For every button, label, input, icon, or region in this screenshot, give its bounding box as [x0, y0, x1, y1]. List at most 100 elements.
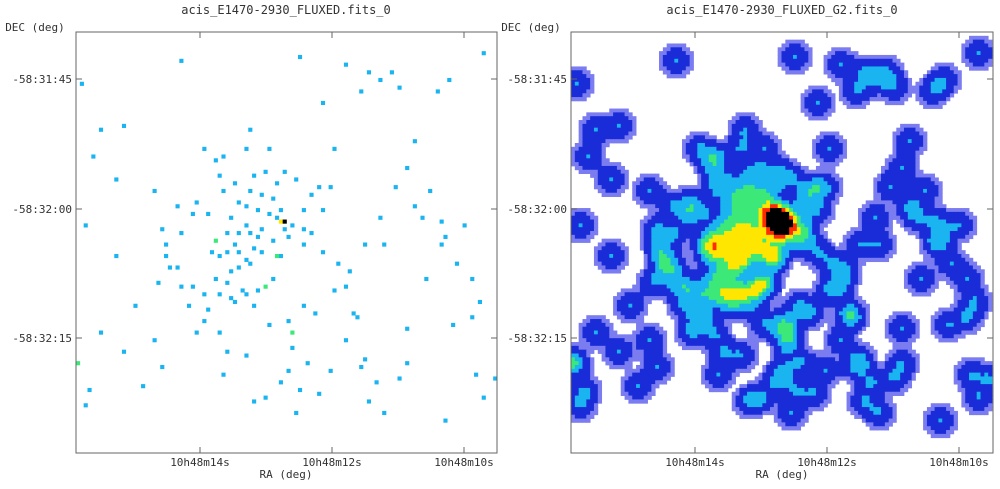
smoothed-pixel: [831, 146, 836, 152]
smoothed-pixel: [926, 227, 932, 232]
smoothed-pixel: [712, 223, 717, 228]
smoothed-pixel: [754, 326, 759, 331]
smoothed-pixel: [827, 273, 832, 278]
y-tick-label: -58:32:00: [12, 203, 72, 216]
smoothed-pixel: [578, 127, 583, 132]
smoothed-pixel: [835, 74, 840, 79]
smoothed-pixel: [854, 93, 859, 98]
photon-pixel: [320, 100, 326, 106]
smoothed-pixel: [781, 169, 786, 175]
smoothed-pixel: [739, 188, 744, 194]
smoothed-pixel: [704, 158, 710, 163]
smoothed-pixel: [739, 296, 744, 301]
smoothed-pixel: [754, 238, 759, 243]
smoothed-pixel: [823, 66, 828, 71]
smoothed-pixel: [785, 296, 790, 301]
smoothed-pixel: [770, 165, 775, 171]
smoothed-pixel: [792, 246, 798, 251]
smoothed-pixel: [819, 319, 824, 324]
smoothed-pixel: [743, 139, 748, 144]
smoothed-pixel: [976, 315, 981, 320]
smoothed-pixel: [804, 223, 809, 228]
smoothed-pixel: [632, 315, 637, 320]
smoothed-pixel: [704, 315, 710, 320]
smoothed-pixel: [747, 219, 752, 224]
smoothed-pixel: [670, 276, 675, 282]
smoothed-pixel: [946, 74, 951, 79]
smoothed-pixel: [727, 330, 733, 335]
smoothed-pixel: [674, 330, 679, 335]
smoothed-pixel: [743, 319, 748, 324]
photon-pixel: [317, 391, 322, 396]
smoothed-pixel: [915, 123, 920, 129]
smoothed-pixel: [942, 70, 947, 75]
smoothed-pixel: [613, 188, 618, 194]
smoothed-pixel: [953, 319, 958, 324]
smoothed-pixel: [762, 265, 767, 270]
smoothed-pixel: [896, 100, 901, 106]
smoothed-pixel: [949, 330, 955, 335]
smoothed-pixel: [881, 234, 886, 240]
smoothed-pixel: [590, 215, 595, 220]
smoothed-pixel: [953, 211, 958, 217]
smoothed-pixel: [685, 200, 691, 205]
smoothed-pixel: [681, 219, 687, 224]
smoothed-pixel: [923, 246, 928, 251]
smoothed-pixel: [781, 204, 786, 209]
smoothed-pixel: [800, 211, 805, 217]
smoothed-pixel: [934, 322, 939, 328]
smoothed-pixel: [735, 204, 740, 209]
smoothed-pixel: [942, 89, 947, 94]
smoothed-pixel: [804, 208, 809, 213]
smoothed-pixel: [846, 322, 851, 328]
smoothed-pixel: [972, 54, 978, 60]
smoothed-pixel: [812, 208, 817, 213]
smoothed-pixel: [624, 135, 629, 140]
smoothed-pixel: [877, 250, 882, 255]
smoothed-pixel: [861, 66, 867, 71]
smoothed-pixel: [716, 142, 721, 148]
smoothed-pixel: [766, 261, 771, 266]
smoothed-pixel: [616, 253, 622, 259]
smoothed-pixel: [804, 261, 809, 266]
smoothed-pixel: [574, 97, 580, 102]
smoothed-pixel: [900, 70, 905, 75]
smoothed-pixel: [678, 58, 683, 64]
smoothed-pixel: [949, 246, 955, 251]
smoothed-pixel: [934, 269, 939, 274]
smoothed-pixel: [781, 246, 786, 251]
smoothed-pixel: [907, 181, 913, 186]
smoothed-pixel: [785, 242, 790, 247]
smoothed-pixel: [819, 250, 824, 255]
smoothed-pixel: [685, 204, 691, 209]
smoothed-pixel: [884, 208, 890, 213]
smoothed-pixel: [739, 292, 744, 297]
smoothed-pixel: [616, 169, 622, 175]
smoothed-pixel: [716, 280, 721, 285]
smoothed-pixel: [720, 196, 725, 201]
smoothed-pixel: [590, 326, 595, 331]
smoothed-pixel: [727, 142, 733, 148]
smoothed-pixel: [808, 242, 813, 247]
smoothed-pixel: [681, 257, 687, 263]
smoothed-pixel: [907, 284, 913, 289]
smoothed-pixel: [620, 135, 625, 140]
smoothed-pixel: [704, 311, 710, 316]
smoothed-pixel: [731, 177, 736, 182]
smoothed-pixel: [907, 142, 913, 148]
smoothed-pixel: [613, 269, 618, 274]
smoothed-pixel: [750, 326, 756, 331]
smoothed-pixel: [601, 181, 606, 186]
smoothed-pixel: [907, 173, 913, 178]
smoothed-pixel: [888, 169, 893, 175]
smoothed-pixel: [842, 89, 847, 94]
smoothed-pixel: [708, 196, 714, 201]
smoothed-pixel: [819, 204, 824, 209]
smoothed-pixel: [747, 223, 752, 228]
photon-pixel: [366, 70, 371, 75]
smoothed-pixel: [597, 123, 603, 129]
smoothed-pixel: [747, 177, 752, 182]
smoothed-pixel: [674, 257, 679, 263]
smoothed-pixel: [704, 322, 710, 328]
smoothed-pixel: [896, 169, 901, 175]
